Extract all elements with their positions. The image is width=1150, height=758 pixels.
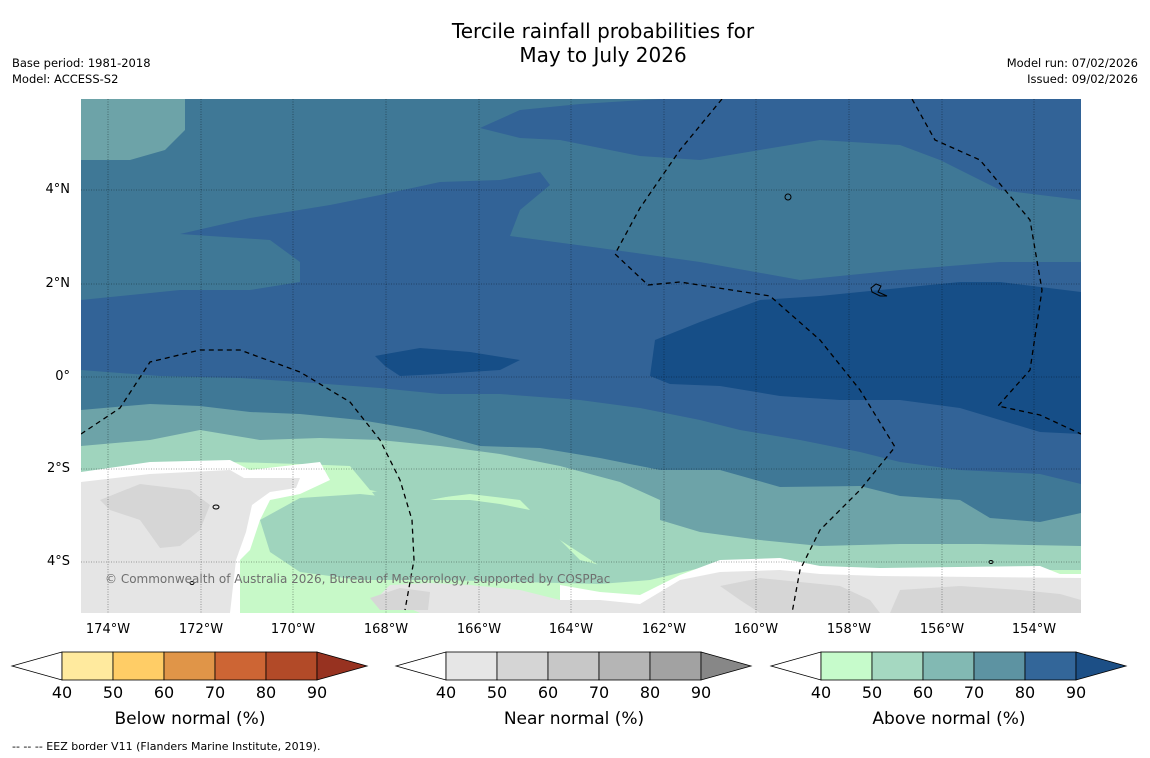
eez-footnote: -- -- -- EEZ border V11 (Flanders Marine…: [12, 740, 320, 753]
cb-near-tick: 60: [528, 683, 568, 702]
cb-below-tick: 40: [42, 683, 82, 702]
colorbar-below-label: Below normal (%): [10, 709, 370, 729]
cb-above-tick: 50: [852, 683, 892, 702]
colorbar-segment: [215, 652, 266, 680]
lon-label: 160°W: [716, 622, 796, 637]
cb-near-tick: 80: [630, 683, 670, 702]
rainfall-map: [0, 0, 1150, 758]
cb-below-tick: 70: [195, 683, 235, 702]
lon-label: 156°W: [902, 622, 982, 637]
colorbar-segment: [821, 652, 872, 680]
colorbar-segment: [446, 652, 497, 680]
colorbar-segment: [923, 652, 974, 680]
colorbar-segment: [872, 652, 923, 680]
cb-below-tick: 60: [144, 683, 184, 702]
cb-below-tick: 50: [93, 683, 133, 702]
colorbar-segment: [266, 652, 317, 680]
lat-label: 4°S: [0, 554, 70, 569]
lon-label: 166°W: [439, 622, 519, 637]
colorbar-near-label: Near normal (%): [394, 709, 754, 729]
cb-above-tick: 40: [801, 683, 841, 702]
cb-near-tick: 50: [477, 683, 517, 702]
colorbar-extend-high: [317, 652, 367, 680]
lon-label: 162°W: [624, 622, 704, 637]
colorbar-extend-low: [12, 652, 62, 680]
lon-label: 174°W: [68, 622, 148, 637]
copyright-credit: © Commonwealth of Australia 2026, Bureau…: [105, 572, 610, 586]
colorbar-below: [10, 650, 370, 684]
cb-below-tick: 80: [246, 683, 286, 702]
colorbar-near: [394, 650, 754, 684]
colorbar-extend-low: [771, 652, 821, 680]
cb-above-tick: 70: [954, 683, 994, 702]
lat-label: 2°N: [0, 276, 70, 291]
lon-label: 158°W: [809, 622, 889, 637]
cb-near-tick: 70: [579, 683, 619, 702]
colorbar-segment: [113, 652, 164, 680]
lon-label: 170°W: [253, 622, 333, 637]
colorbar-segment: [164, 652, 215, 680]
colorbar-segment: [497, 652, 548, 680]
colorbar-segment: [599, 652, 650, 680]
lon-label: 154°W: [994, 622, 1074, 637]
lon-label: 172°W: [161, 622, 241, 637]
cb-above-tick: 80: [1005, 683, 1045, 702]
lat-label: 2°S: [0, 461, 70, 476]
colorbar-extend-high: [701, 652, 751, 680]
cb-above-tick: 90: [1056, 683, 1096, 702]
colorbar-above: [769, 650, 1129, 684]
cb-near-tick: 90: [681, 683, 721, 702]
colorbar-extend-low: [396, 652, 446, 680]
lat-label: 0°: [0, 369, 70, 384]
colorbar-segment: [1025, 652, 1076, 680]
cb-below-tick: 90: [297, 683, 337, 702]
colorbar-segment: [548, 652, 599, 680]
lat-label: 4°N: [0, 182, 70, 197]
colorbar-segment: [650, 652, 701, 680]
cb-near-tick: 40: [426, 683, 466, 702]
lon-label: 164°W: [531, 622, 611, 637]
lon-label: 168°W: [346, 622, 426, 637]
cb-above-tick: 60: [903, 683, 943, 702]
colorbar-segment: [974, 652, 1025, 680]
colorbar-segment: [62, 652, 113, 680]
colorbar-extend-high: [1076, 652, 1126, 680]
colorbar-above-label: Above normal (%): [769, 709, 1129, 729]
